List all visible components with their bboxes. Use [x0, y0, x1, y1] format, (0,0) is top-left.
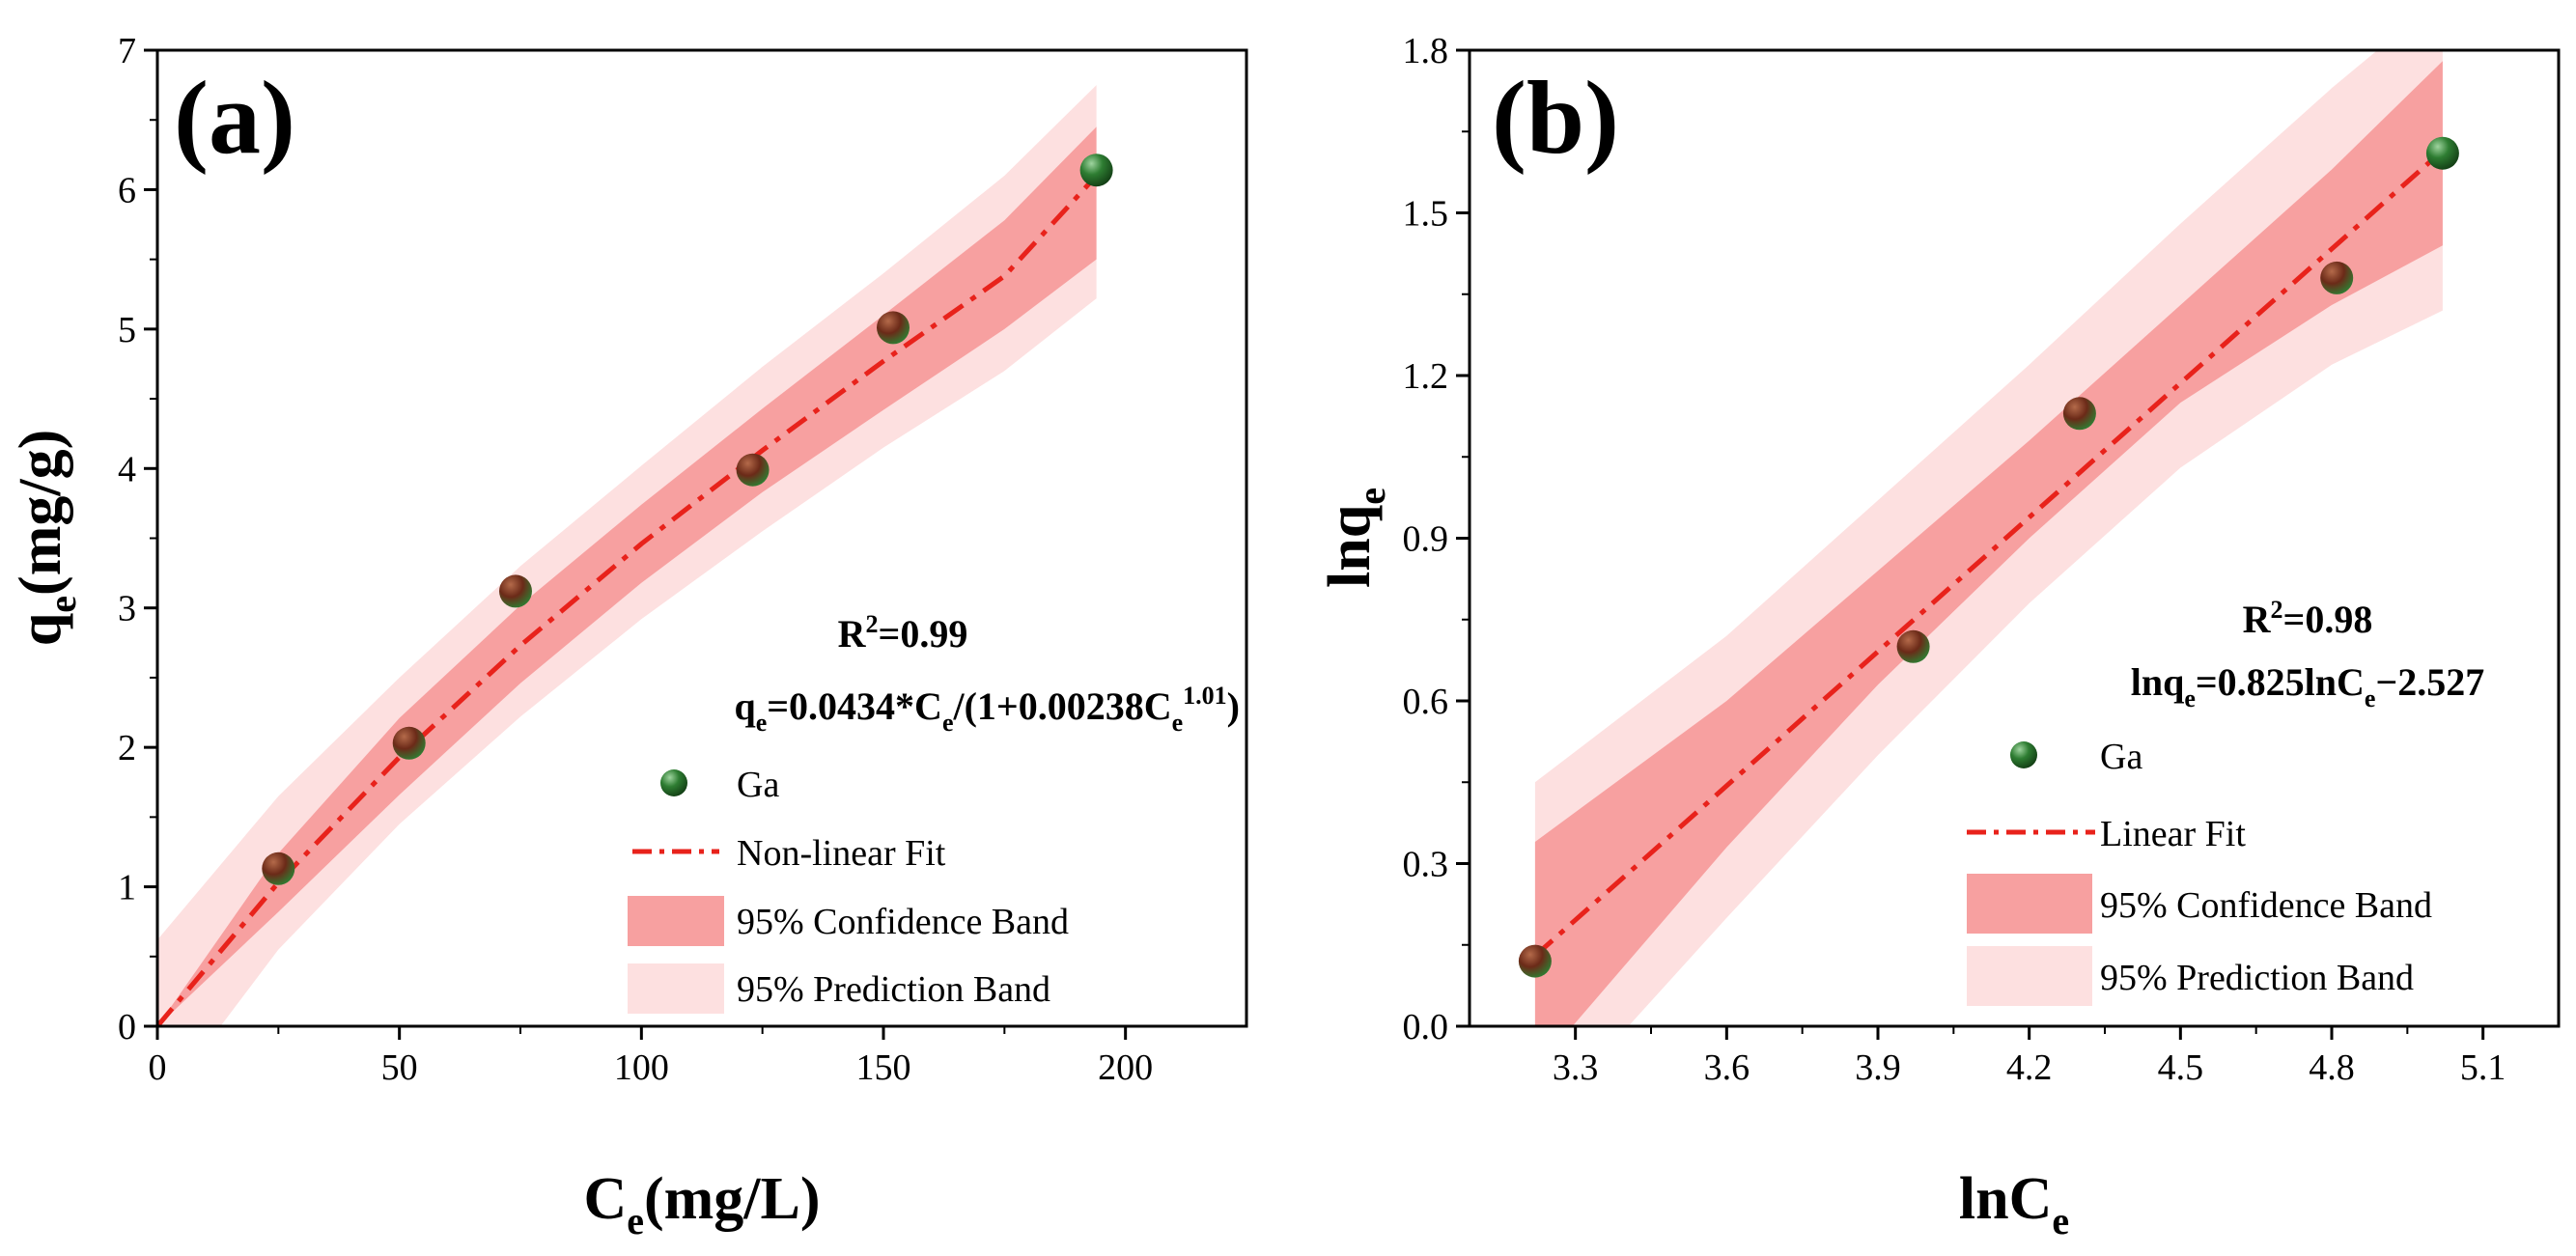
panel-a-fit-line: [157, 174, 1099, 1026]
legend-confidence-symbol: [628, 896, 724, 946]
y-tick-label: 4: [118, 449, 136, 489]
panel-b-points: [1518, 136, 2459, 978]
y-tick-label: 0.0: [1403, 1007, 1449, 1047]
legend-label-fit: Non-linear Fit: [737, 833, 946, 874]
panel-b-equation: lnqe=0.825lnCe−2.527: [2131, 660, 2485, 712]
panel-b: 3.3 3.6 3.9 4.2 4.5 4.8 5.1 0.0 0.3 0.6 0.9 1.2 1.5…: [1317, 31, 2561, 1242]
x-tick-label: 3.3: [1553, 1047, 1599, 1088]
x-tick-label: 100: [614, 1047, 669, 1088]
panel-b-x-ticks: 3.3 3.6 3.9 4.2 4.5 4.8 5.1: [1553, 1026, 2506, 1088]
panel-b-confidence-band: [1534, 61, 2443, 1026]
fit-line: [1533, 149, 2445, 958]
panel-a-r2: R2=0.99: [838, 610, 968, 656]
equation-part: e: [2184, 684, 2196, 712]
confidence-band-area: [1534, 61, 2443, 1026]
panel-a-prediction-band: [157, 85, 1097, 1026]
legend-label-fit: Linear Fit: [2100, 814, 2246, 854]
data-point: [392, 726, 426, 760]
panel-b-label: (b): [1492, 61, 1619, 176]
panel-a-confidence-band: [157, 126, 1097, 1026]
equation-part: e: [2365, 684, 2376, 712]
prediction-band-area: [157, 85, 1097, 1026]
data-point: [262, 851, 295, 885]
x-tick-label: 3.9: [1855, 1047, 1901, 1088]
x-tick-label: 0: [149, 1047, 167, 1088]
data-point: [2320, 261, 2354, 294]
panel-b-fit-line: [1533, 149, 2445, 958]
y-tick-label: 2: [118, 728, 136, 768]
data-point: [1518, 944, 1552, 978]
panel-a: 0 50 100 150 200 0 1 2 3 4 5 6 7 (a) Ce(mg/L) qe(mg…: [8, 31, 1248, 1242]
x-tick-label: 200: [1098, 1047, 1153, 1088]
x-tick-label: 3.6: [1704, 1047, 1750, 1088]
panel-a-label: (a): [174, 61, 295, 176]
panel-b-x-axis-title: lnCe: [1959, 1166, 2069, 1242]
y-tick-label: 1.5: [1403, 194, 1449, 235]
y-tick-label: 0.3: [1403, 845, 1449, 885]
panel-a-legend: Ga Non-linear Fit 95% Confidence Band 95…: [628, 765, 1069, 1014]
panel-b-y-ticks: 0.0 0.3 0.6 0.9 1.2 1.5 1.8: [1403, 31, 1470, 1047]
legend-label-confidence: 95% Confidence Band: [737, 902, 1069, 942]
data-point: [2062, 397, 2096, 431]
legend-prediction-symbol: [628, 963, 724, 1014]
panel-a-points: [262, 154, 1113, 885]
equation-part: lnq: [2131, 660, 2185, 704]
x-tick-label: 4.2: [2006, 1047, 2053, 1088]
confidence-band-area: [157, 126, 1097, 1026]
y-tick-label: 5: [118, 310, 136, 350]
legend-point-symbol: [660, 769, 687, 796]
data-point: [2425, 136, 2459, 170]
panel-b-legend: Ga Linear Fit 95% Confidence Band 95% Pr…: [1967, 737, 2432, 1006]
legend-confidence-symbol: [1967, 874, 2092, 934]
panel-b-y-axis-title: lnqe: [1317, 488, 1393, 588]
y-tick-label: 6: [118, 170, 136, 210]
legend-point-symbol: [2010, 741, 2037, 768]
equation-part: e: [1172, 709, 1184, 737]
x-tick-label: 5.1: [2460, 1047, 2506, 1088]
legend-label-ga: Ga: [2100, 737, 2142, 777]
panel-b-r2: R2=0.98: [2243, 596, 2373, 641]
fit-line: [157, 174, 1099, 1026]
data-point: [877, 311, 910, 345]
panel-a-x-ticks: 0 50 100 150 200: [149, 1026, 1153, 1088]
equation-part: −2.527: [2375, 660, 2484, 704]
legend-label-prediction: 95% Prediction Band: [737, 969, 1050, 1010]
data-point: [736, 453, 770, 487]
legend-label-confidence: 95% Confidence Band: [2100, 885, 2432, 926]
x-tick-label: 4.5: [2158, 1047, 2204, 1088]
equation-part: =0.825lnC: [2196, 660, 2365, 704]
legend-label-prediction: 95% Prediction Band: [2100, 958, 2414, 998]
x-tick-label: 50: [381, 1047, 418, 1088]
y-tick-label: 0.9: [1403, 519, 1449, 560]
equation-part: /(1+0.00238C: [953, 684, 1172, 728]
equation-part: e: [942, 709, 954, 737]
data-point: [1079, 154, 1113, 187]
y-tick-label: 1: [118, 868, 136, 908]
x-tick-label: 150: [856, 1047, 911, 1088]
y-tick-label: 3: [118, 589, 136, 629]
equation-part: 1.01: [1183, 682, 1227, 710]
equation-part: =0.0434*C: [767, 684, 942, 728]
y-tick-label: 0.6: [1403, 682, 1449, 722]
equation-part: q: [734, 684, 755, 728]
panel-a-equation: qe=0.0434*Ce/(1+0.00238Ce1.01): [734, 682, 1240, 737]
y-tick-label: 1.2: [1403, 356, 1449, 397]
data-point: [1896, 629, 1930, 663]
panel-a-y-ticks: 0 1 2 3 4 5 6 7: [118, 31, 157, 1047]
equation-part: ): [1227, 684, 1240, 728]
equation-part: e: [756, 709, 768, 737]
panel-a-x-axis-title: Ce(mg/L): [583, 1166, 820, 1242]
data-point: [499, 574, 532, 608]
panel-a-y-axis-title: qe(mg/g): [8, 430, 84, 646]
legend-label-ga: Ga: [737, 765, 779, 805]
y-tick-label: 7: [118, 31, 136, 71]
x-tick-label: 4.8: [2309, 1047, 2355, 1088]
y-tick-label: 1.8: [1403, 31, 1449, 71]
y-tick-label: 0: [118, 1007, 136, 1047]
legend-prediction-symbol: [1967, 946, 2092, 1006]
